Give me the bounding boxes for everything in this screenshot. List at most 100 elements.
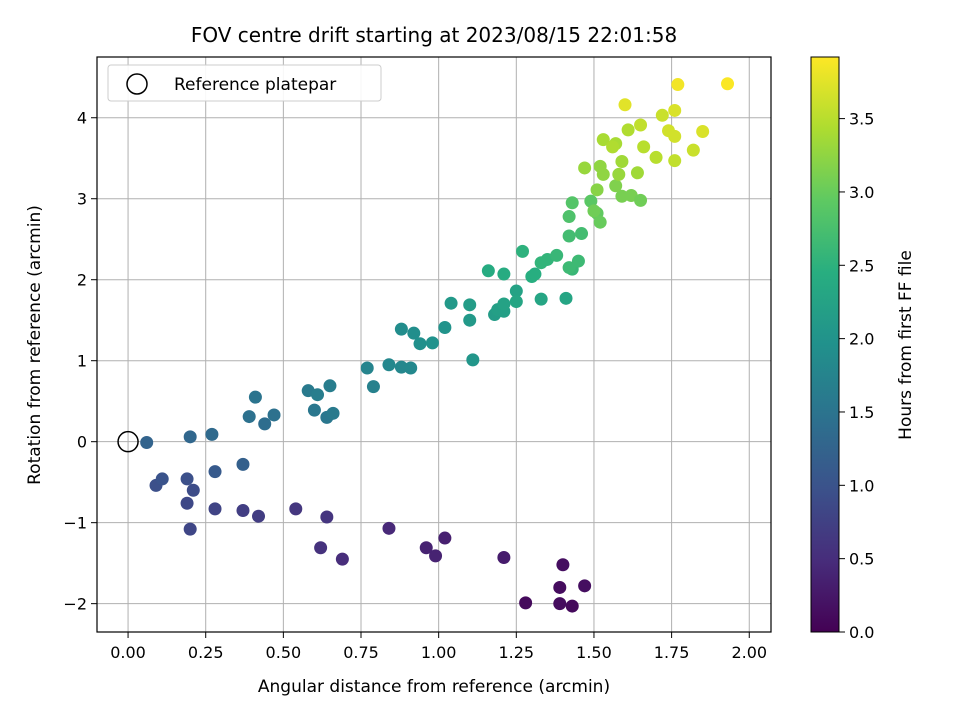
data-point: [612, 167, 626, 181]
legend-entry: Reference platepar: [174, 75, 336, 95]
data-point: [596, 133, 610, 147]
data-point: [721, 77, 735, 91]
data-point: [466, 353, 480, 367]
data-point: [463, 313, 477, 327]
data-point: [360, 361, 374, 375]
data-point: [615, 154, 629, 168]
y-axis-label: Rotation from reference (arcmin): [25, 205, 45, 485]
data-point: [550, 248, 564, 262]
data-point: [534, 292, 548, 306]
colorbar: 0.0 0.5 1.0 1.5 2.0 2.5 3.0 3.5 Hours from firs…: [810, 56, 916, 642]
data-point: [618, 98, 632, 112]
data-point: [366, 380, 380, 394]
data-point: [634, 193, 648, 207]
data-point: [248, 390, 262, 404]
data-point: [516, 244, 530, 258]
data-point: [252, 509, 266, 523]
data-point: [668, 154, 682, 168]
data-point: [621, 123, 635, 137]
data-point: [497, 267, 511, 281]
scatter-points: [117, 77, 735, 613]
data-point: [140, 435, 154, 449]
x-tick-label: 0.00: [110, 643, 146, 662]
y-tick-label: 0: [77, 433, 87, 452]
data-point: [497, 297, 511, 311]
data-point: [553, 597, 567, 611]
data-point: [615, 189, 629, 203]
data-point: [394, 360, 408, 374]
data-point: [382, 358, 396, 372]
data-point: [637, 140, 651, 154]
data-point: [419, 541, 433, 555]
data-point: [668, 103, 682, 117]
data-point: [662, 124, 676, 138]
x-tick-label: 1.00: [421, 643, 457, 662]
x-tick-label: 2.00: [731, 643, 767, 662]
y-tick-label: −1: [63, 514, 87, 533]
colorbar-tick-label: 1.5: [849, 403, 874, 422]
data-point: [407, 326, 421, 340]
legend-box: [107, 64, 382, 102]
data-point: [559, 291, 573, 305]
data-point: [565, 196, 579, 210]
data-point: [258, 417, 272, 431]
data-point: [438, 531, 452, 545]
data-point: [307, 403, 321, 417]
data-point: [180, 496, 194, 510]
data-point: [696, 125, 710, 139]
data-point: [671, 78, 685, 92]
data-point: [289, 502, 303, 516]
data-point: [686, 143, 700, 157]
data-point: [528, 267, 542, 281]
x-tick-label: 1.50: [576, 643, 612, 662]
y-tick-label: 2: [77, 271, 87, 290]
colorbar-ticks: 0.0 0.5 1.0 1.5 2.0 2.5 3.0 3.5: [839, 110, 874, 642]
y-axis: −2 −1 0 1 2 3 4: [63, 109, 97, 614]
data-point: [335, 552, 349, 566]
colorbar-tick-label: 2.0: [849, 330, 874, 349]
data-point: [649, 150, 663, 164]
data-point: [606, 140, 620, 154]
x-tick-label: 0.75: [343, 643, 379, 662]
data-point: [404, 361, 418, 375]
data-point: [382, 521, 396, 535]
reference-point-marker: [117, 430, 139, 453]
x-tick-label: 0.25: [188, 643, 224, 662]
data-point: [425, 336, 439, 350]
data-point: [183, 430, 197, 444]
data-point: [208, 502, 222, 516]
colorbar-label: Hours from first FF file: [896, 250, 916, 440]
data-point: [323, 379, 337, 393]
data-point: [481, 264, 495, 278]
x-tick-label: 1.75: [654, 643, 690, 662]
data-point: [242, 410, 256, 424]
data-point: [593, 159, 607, 173]
y-tick-label: 4: [77, 109, 87, 128]
x-axis: 0.00 0.25 0.50 0.75 1.00 1.25 1.50 1.75 2.00: [110, 632, 767, 662]
data-point: [509, 295, 523, 309]
data-point: [571, 254, 585, 268]
data-point: [208, 465, 222, 479]
data-point: [497, 550, 511, 564]
colorbar-tick-label: 3.0: [849, 183, 874, 202]
x-axis-label: Angular distance from reference (arcmin): [258, 677, 610, 697]
colorbar-tick-label: 3.5: [849, 110, 874, 129]
x-tick-label: 0.50: [266, 643, 302, 662]
data-point: [575, 227, 589, 241]
legend: Reference platepar: [107, 64, 382, 102]
legend-marker-icon: [126, 73, 148, 95]
data-point: [267, 408, 281, 422]
data-point: [590, 183, 604, 197]
y-tick-label: −2: [63, 595, 87, 614]
grid: [97, 57, 771, 632]
data-point: [155, 472, 169, 486]
data-point: [587, 204, 601, 218]
data-point: [186, 483, 200, 497]
data-point: [578, 161, 592, 175]
data-point: [634, 118, 648, 132]
data-point: [519, 596, 533, 610]
colorbar-tick-label: 0.0: [849, 623, 874, 642]
data-point: [562, 229, 576, 243]
data-point: [562, 210, 576, 224]
